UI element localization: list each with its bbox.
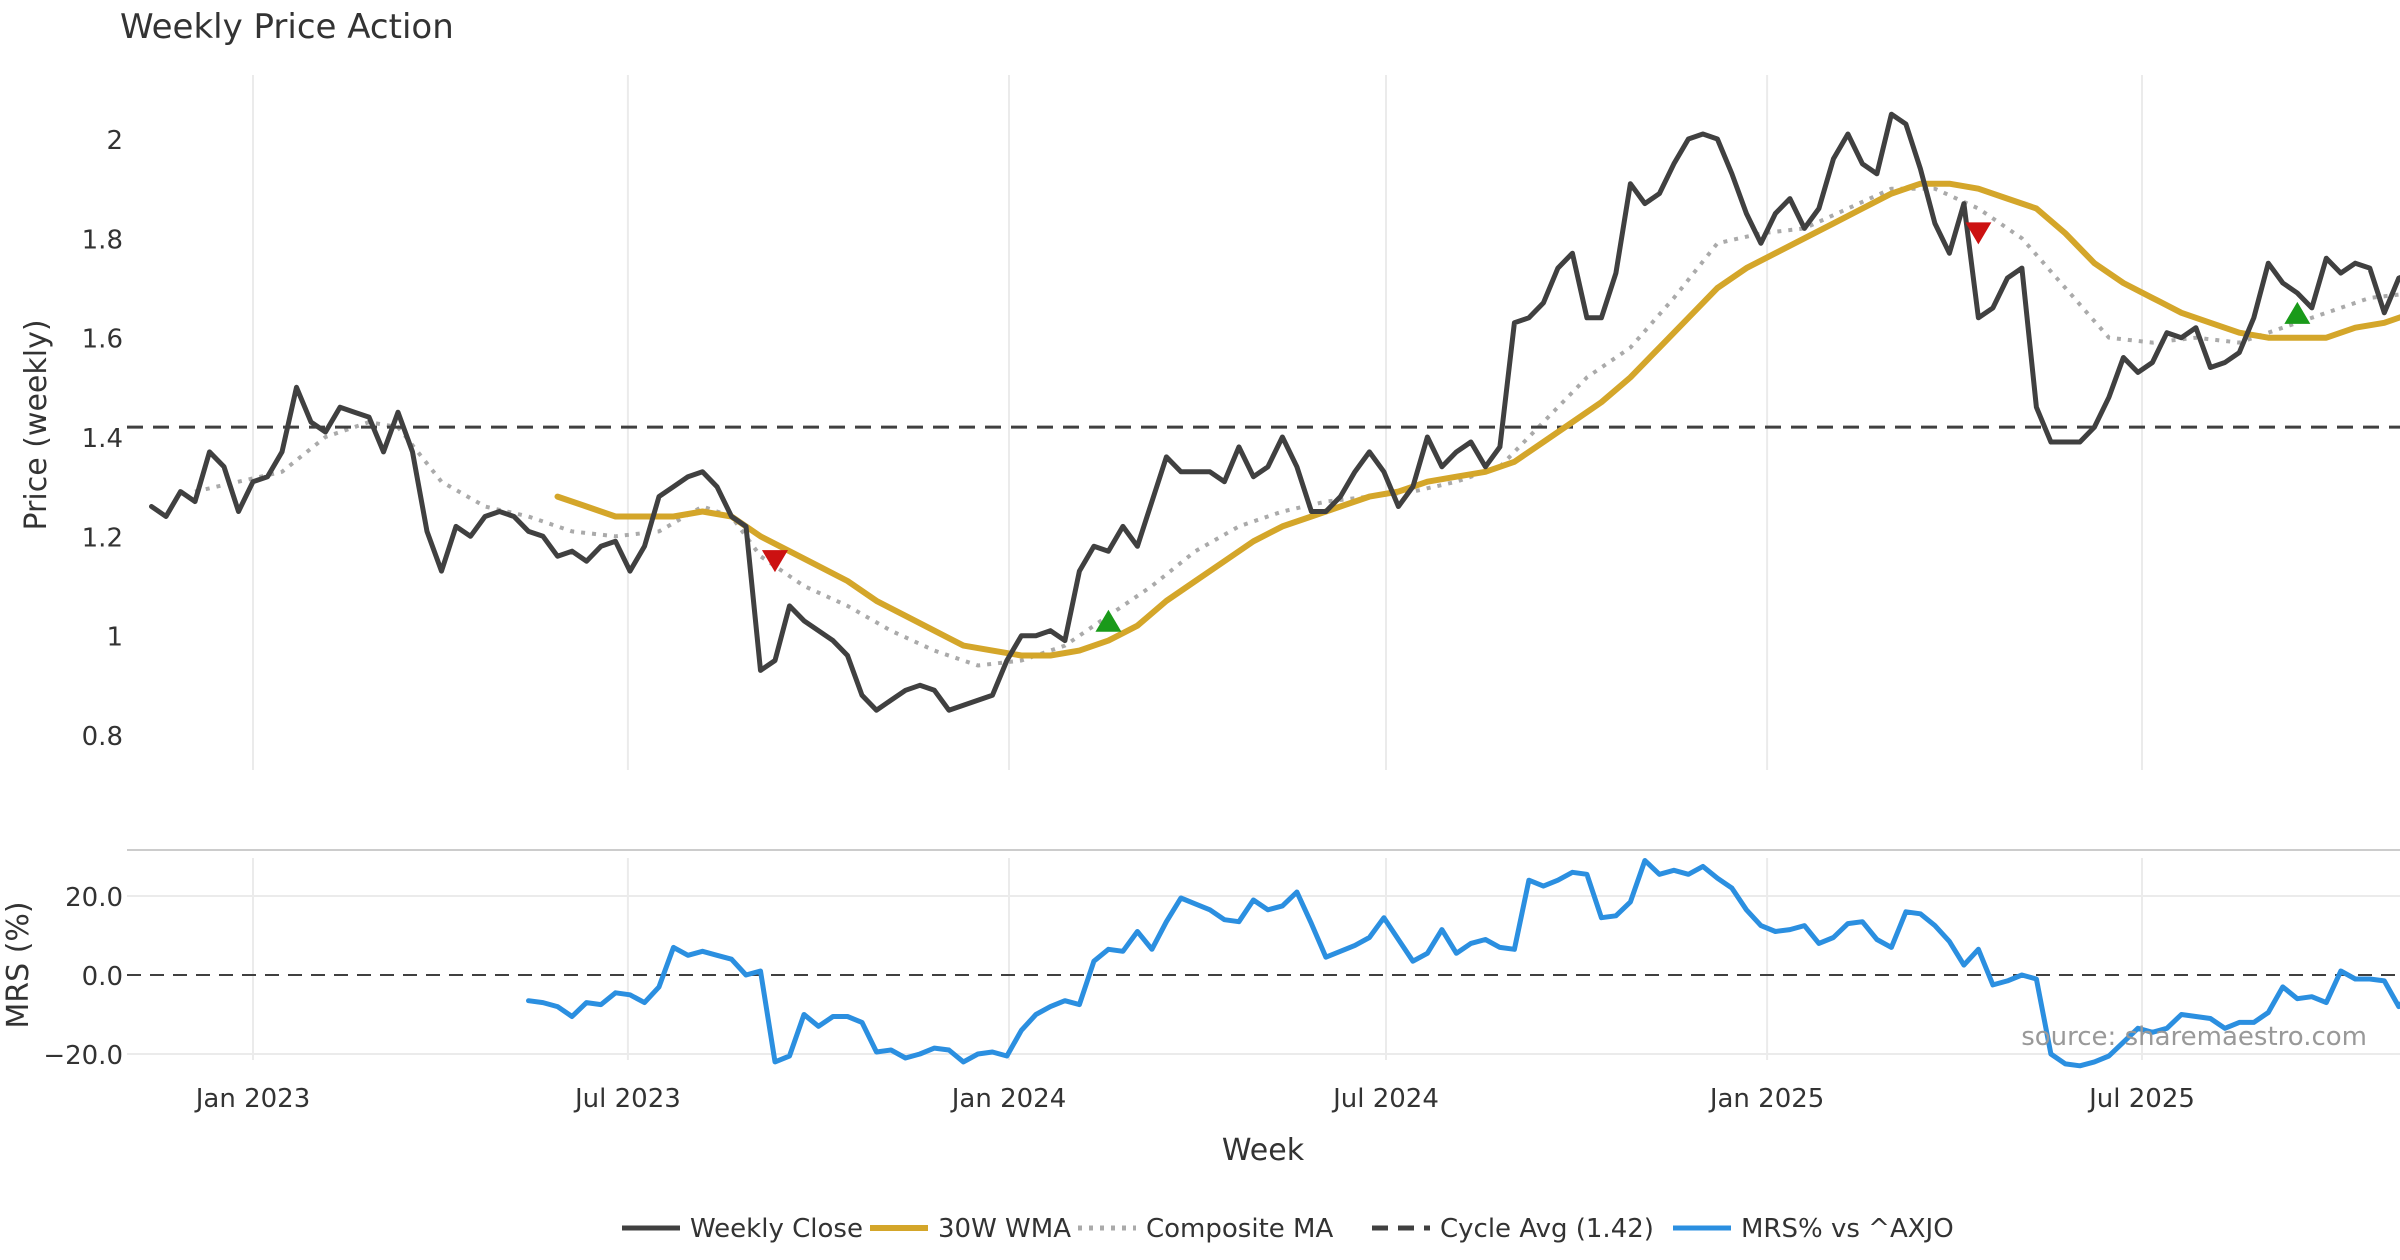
legend-label: 30W WMA [938,1214,1071,1244]
mrs-y-axis-label: MRS (%) [1,901,36,1028]
price-panel: 0.8 1 1.2 1.4 1.6 1.8 2 Price (weekly) [19,75,2400,770]
mrs-series-line [526,858,2400,1069]
legend-label: Weekly Close [690,1214,863,1244]
legend-item: MRS% vs ^AXJO [1673,1214,1954,1244]
mrs-panel: −20.0 0.0 20.0 MRS (%) source: sharemaestr… [1,858,2400,1071]
price-series-30w-wma [554,180,2400,659]
price-y-tick-label: 1.6 [82,325,123,355]
mrs-grid [127,858,2400,1060]
x-tick-label: Jul 2025 [2087,1084,2195,1114]
mrs-y-tick-label: 0.0 [82,962,123,992]
x-tick-label: Jul 2024 [1331,1084,1439,1114]
x-tick-label: Jan 2024 [950,1084,1067,1114]
price-y-axis-label: Price (weekly) [19,319,54,530]
price-y-tick-label: 1.4 [82,424,123,454]
signal-markers [761,222,2311,632]
price-series [127,111,2400,713]
legend-item: 30W WMA [870,1214,1071,1244]
x-tick-label: Jul 2023 [573,1084,681,1114]
buy-signal-marker [2284,301,2311,324]
price-y-tick-label: 1.2 [82,523,123,553]
mrs-y-axis: −20.0 0.0 20.0 [43,883,123,1071]
x-axis-label: Week [1222,1133,1305,1168]
price-y-tick-label: 2 [106,126,123,156]
sell-signal-marker [1965,222,1992,245]
price-series-composite-ma [194,186,2400,668]
legend-item: Weekly Close [622,1214,863,1244]
legend: Weekly Close 30W WMA Composite MA Cycle Avg… [622,1214,1954,1244]
price-y-tick-label: 1.8 [82,225,123,255]
x-tick-label: Jan 2023 [194,1084,311,1114]
legend-label: Composite MA [1146,1214,1333,1244]
source-annotation: source: sharemaestro.com [2021,1022,2367,1052]
legend-label: Cycle Avg (1.42) [1440,1214,1654,1244]
sell-signal-marker [761,550,788,573]
buy-signal-marker [1095,609,1122,632]
legend-item: Composite MA [1078,1214,1333,1244]
price-y-tick-label: 1 [106,623,123,653]
price-y-axis: 0.8 1 1.2 1.4 1.6 1.8 2 [82,126,123,752]
legend-label: MRS% vs ^AXJO [1741,1214,1954,1244]
price-y-tick-label: 0.8 [82,722,123,752]
chart-title: Weekly Price Action [120,7,454,47]
x-tick-label: Jan 2025 [1708,1084,1825,1114]
price-grid [252,75,2143,770]
mrs-y-tick-label: 20.0 [65,883,123,913]
mrs-series [127,858,2400,1069]
mrs-y-tick-label: −20.0 [43,1041,123,1071]
x-axis: Jan 2023 Jul 2023 Jan 2024 Jul 2024 Jan 2025… [194,1084,2195,1114]
price-series-weekly-close [149,111,2400,713]
legend-item: Cycle Avg (1.42) [1372,1214,1654,1244]
